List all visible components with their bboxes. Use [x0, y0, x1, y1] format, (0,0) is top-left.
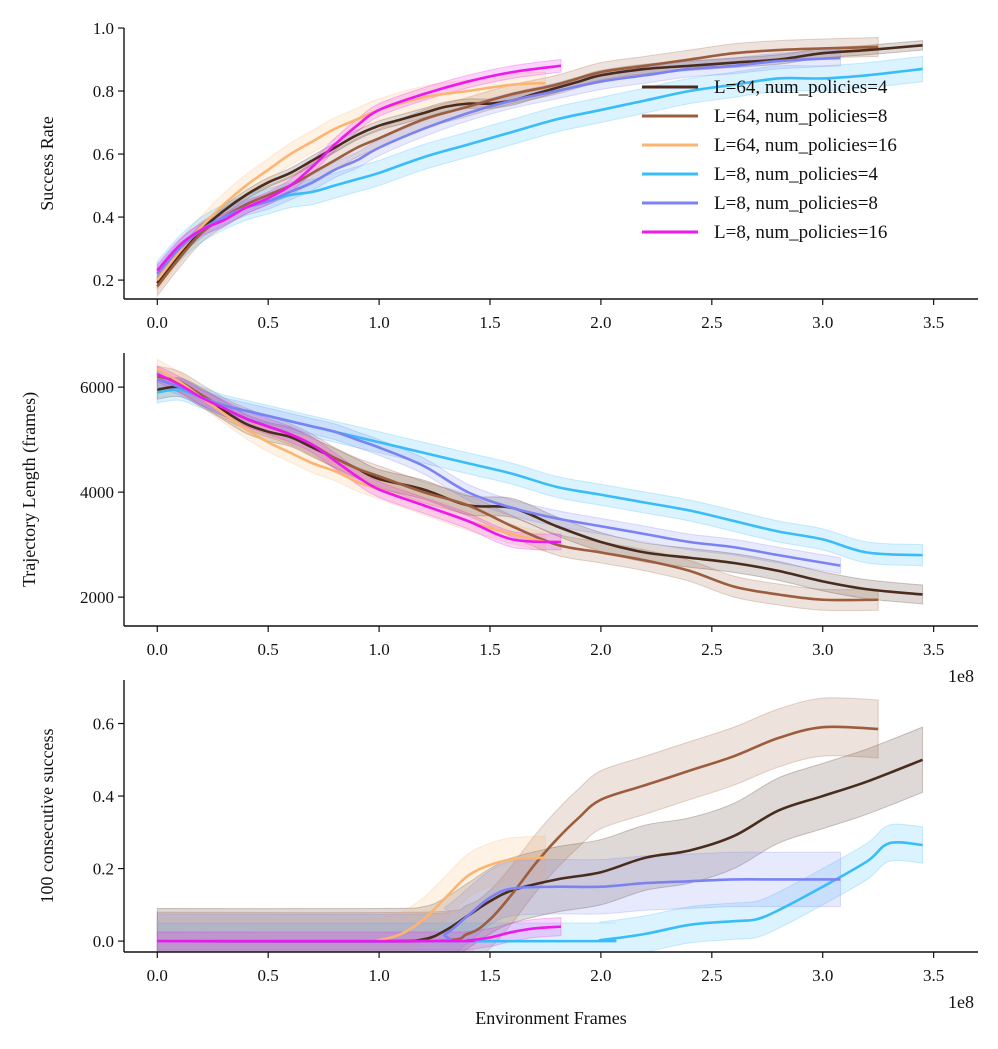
series-line-1 — [156, 44, 923, 285]
series-line-6 — [156, 372, 562, 544]
plot-area — [156, 36, 924, 298]
x-tick-label: 2.0 — [590, 313, 611, 332]
confidence-band-1 — [156, 726, 924, 952]
x-tick-label: 0.0 — [147, 966, 168, 985]
series-line-3 — [156, 81, 546, 281]
confidence-band-1 — [156, 40, 924, 290]
x-tick-label: 1.0 — [368, 966, 389, 985]
series-line-2 — [157, 725, 879, 943]
confidence-band-2 — [156, 697, 879, 952]
x-tick-label: 2.0 — [590, 640, 611, 659]
x-multiplier-label: 1e8 — [948, 666, 974, 686]
confidence-band-6 — [156, 365, 562, 551]
x-tick-label: 1.5 — [479, 313, 500, 332]
subplots: 0.2 0.4 0.6 0.8 1.0 0.0 0.5 1.0 1.5 2.0 2.5 3.0 3.5 S… — [19, 19, 978, 1012]
confidence-band-4 — [156, 378, 924, 567]
y-axis-title: Trajectory Length (frames) — [19, 392, 40, 587]
x-tick-label: 0.5 — [258, 640, 279, 659]
legend-item-6: L=8, num_policies=16 — [642, 222, 887, 243]
series-line-6 — [156, 64, 562, 272]
y-tick-label: 0.6 — [93, 715, 114, 734]
x-tick-label: 3.0 — [812, 313, 833, 332]
x-multiplier-label: 1e8 — [948, 992, 974, 1012]
series-line-4 — [157, 840, 923, 943]
x-tick-label: 2.5 — [701, 966, 722, 985]
y-axis-title: 100 consecutive success — [37, 729, 57, 904]
legend-item-5: L=8, num_policies=8 — [642, 193, 878, 214]
legend-item-4: L=8, num_policies=4 — [642, 164, 878, 185]
series-line-6 — [157, 925, 562, 943]
legend-item-2: L=64, num_policies=8 — [642, 106, 887, 127]
y-tick-label: 6000 — [80, 378, 114, 397]
x-tick-label: 3.5 — [923, 313, 944, 332]
plot-area — [156, 358, 924, 612]
x-tick-label: 0.0 — [147, 313, 168, 332]
x-tick-label: 3.0 — [812, 966, 833, 985]
x-tick-label: 1.5 — [479, 966, 500, 985]
y-tick-label: 0.4 — [93, 787, 115, 806]
legend-label: L=64, num_policies=16 — [714, 135, 897, 156]
y-tick-label: 0.4 — [93, 208, 115, 227]
y-axis-title: Success Rate — [37, 116, 57, 210]
series-line-5 — [156, 56, 841, 275]
y-tick-label: 1.0 — [93, 19, 114, 38]
x-tick-label: 0.0 — [147, 640, 168, 659]
x-tick-label: 3.0 — [812, 640, 833, 659]
x-tick-label: 3.5 — [923, 640, 944, 659]
legend-label: L=8, num_policies=8 — [714, 193, 878, 214]
legend-item-3: L=64, num_policies=16 — [642, 135, 897, 156]
plot-area — [156, 697, 924, 952]
y-tick-label: 2000 — [80, 588, 114, 607]
y-tick-label: 0.8 — [93, 82, 114, 101]
y-tick-label: 0.0 — [93, 932, 114, 951]
series-line-2 — [156, 45, 879, 288]
x-tick-label: 0.5 — [258, 313, 279, 332]
confidence-band-6 — [156, 58, 562, 279]
confidence-band-1 — [156, 376, 924, 605]
legend-label: L=8, num_policies=4 — [714, 164, 878, 185]
y-tick-label: 0.2 — [93, 860, 114, 879]
legend-label: L=8, num_policies=16 — [714, 222, 887, 243]
x-axis-title: Environment Frames — [475, 1008, 626, 1028]
series-line-1 — [157, 385, 923, 596]
series-line-5 — [156, 378, 841, 567]
legend-item-1: L=64, num_policies=4 — [642, 77, 888, 98]
y-tick-label: 0.6 — [93, 145, 114, 164]
confidence-band-4 — [156, 823, 924, 952]
legend: L=64, num_policies=4 L=64, num_policies=8… — [642, 77, 897, 243]
x-tick-label: 2.5 — [701, 640, 722, 659]
series-line-1 — [157, 758, 924, 943]
x-tick-label: 1.5 — [479, 640, 500, 659]
x-tick-label: 3.5 — [923, 966, 944, 985]
legend-label: L=64, num_policies=4 — [714, 77, 888, 98]
confidence-band-2 — [156, 365, 879, 612]
x-tick-label: 1.0 — [368, 640, 389, 659]
y-tick-label: 0.2 — [93, 271, 114, 290]
legend-label: L=64, num_policies=8 — [714, 106, 887, 127]
y-tick-label: 4000 — [80, 483, 114, 502]
x-tick-label: 1.0 — [368, 313, 389, 332]
x-tick-label: 2.0 — [590, 966, 611, 985]
subplot-1: 0.2 0.4 0.6 0.8 1.0 0.0 0.5 1.0 1.5 2.0 2.5 3.0 3.5 S… — [37, 19, 978, 332]
confidence-band-3 — [156, 835, 546, 952]
x-tick-label: 0.5 — [258, 966, 279, 985]
x-tick-label: 2.5 — [701, 313, 722, 332]
